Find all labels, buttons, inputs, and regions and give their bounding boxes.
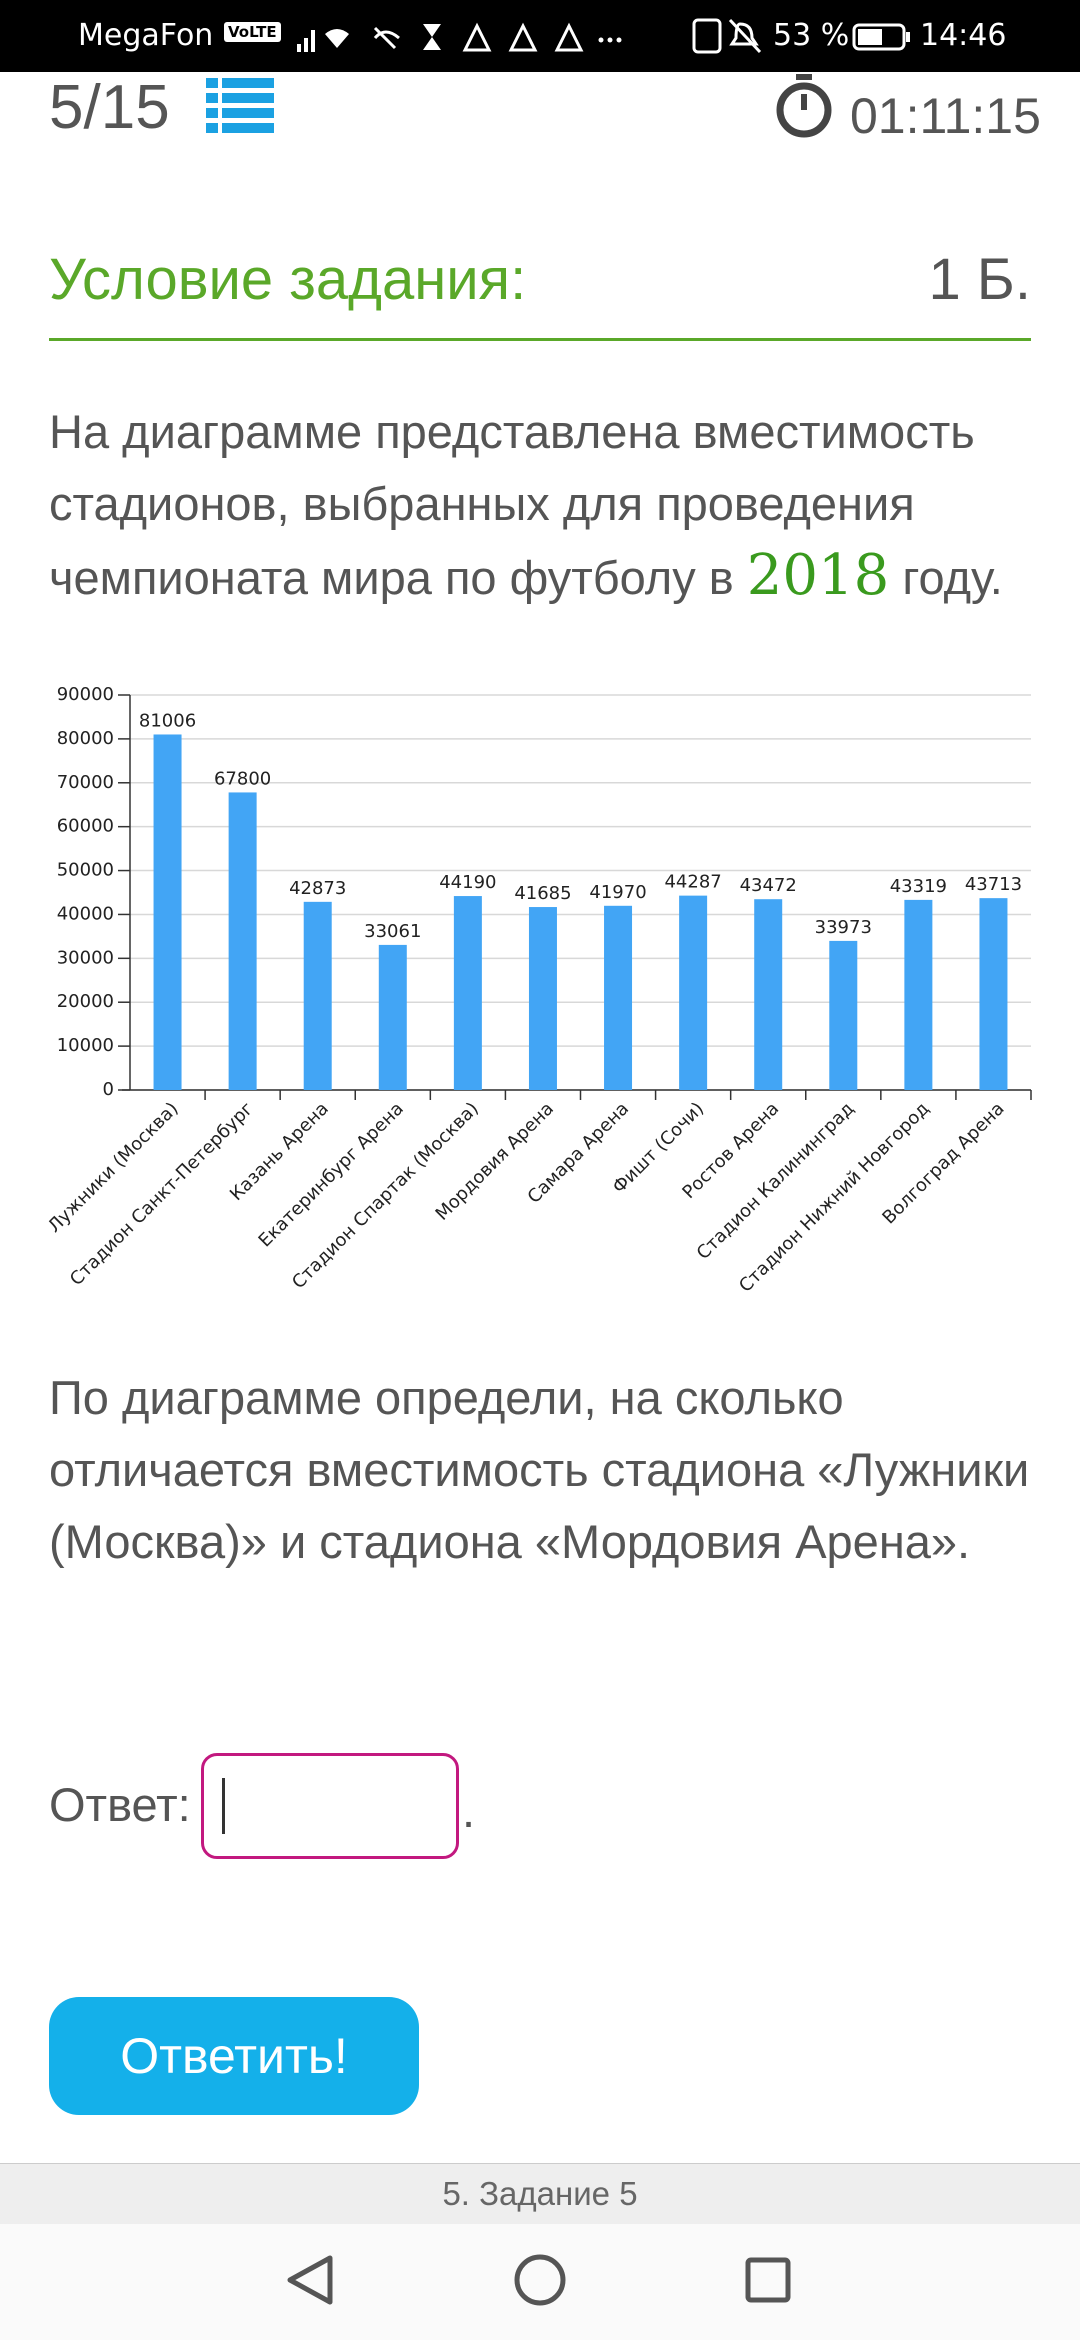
bar <box>754 899 783 1090</box>
footer: 5. Задание 5 <box>0 2163 1080 2224</box>
bar <box>679 895 708 1090</box>
x-tick-label: Стадион Калининград <box>693 1098 859 1264</box>
divider <box>49 338 1031 341</box>
clock: 14:46 <box>920 18 1007 53</box>
bar <box>453 896 482 1090</box>
bar <box>979 898 1008 1090</box>
home-button[interactable] <box>514 2254 566 2306</box>
x-tick-label: Екатеринбург Арена <box>255 1098 408 1251</box>
bar <box>528 907 557 1090</box>
answer-suffix: . <box>462 1784 476 1837</box>
battery-icon <box>852 23 910 51</box>
back-button[interactable] <box>287 2255 333 2305</box>
y-tick-label: 30000 <box>57 947 114 968</box>
y-tick-label: 60000 <box>57 816 114 837</box>
carrier: MegaFon <box>78 18 214 53</box>
status-bar: MegaFon VoLTE 53 % 14:46 <box>0 0 1080 72</box>
y-tick-label: 50000 <box>57 860 114 881</box>
value-label: 81006 <box>139 710 196 731</box>
y-tick-label: 20000 <box>57 991 114 1012</box>
recents-button[interactable] <box>745 2257 791 2303</box>
intro-text: На диаграмме представлена вместимость ст… <box>49 405 975 604</box>
value-label: 41685 <box>514 883 571 904</box>
value-label: 43472 <box>740 875 797 896</box>
bar <box>303 901 332 1090</box>
task-title: Условие задания: <box>49 247 527 312</box>
value-label: 41970 <box>589 882 646 903</box>
timer: 01:11:15 <box>850 88 1041 144</box>
bar <box>604 905 633 1090</box>
intro-text: году. <box>889 551 1003 604</box>
y-tick-label: 10000 <box>57 1035 114 1056</box>
value-label: 33973 <box>815 917 872 938</box>
y-tick-label: 40000 <box>57 903 114 924</box>
y-tick-label: 70000 <box>57 772 114 793</box>
chart: 0 10000 20000 30000 40000 50000 60000 70000 8000… <box>44 684 1032 1297</box>
y-tick-label: 90000 <box>57 684 114 705</box>
timer-icon <box>776 74 832 138</box>
value-label: 44190 <box>439 872 496 893</box>
value-label: 67800 <box>214 768 271 789</box>
year: 2018 <box>746 543 890 608</box>
bar <box>153 734 182 1090</box>
status-icons <box>297 22 622 52</box>
answer-input[interactable] <box>201 1753 459 1859</box>
cursor <box>222 1778 225 1834</box>
value-label: 43713 <box>965 874 1022 895</box>
bar <box>228 792 257 1090</box>
bar <box>829 940 858 1090</box>
intro: На диаграмме представлена вместимость ст… <box>49 396 1049 614</box>
y-tick-label: 80000 <box>57 728 114 749</box>
value-label: 43319 <box>890 876 947 897</box>
bar <box>904 899 933 1090</box>
status-icons-right <box>692 18 762 54</box>
list-icon[interactable] <box>206 78 274 134</box>
battery-level: 53 % <box>773 18 850 53</box>
answer-label: Ответ: <box>49 1778 191 1831</box>
progress: 5/15 <box>49 73 170 142</box>
nav-bar <box>0 2224 1080 2340</box>
submit-button[interactable]: Ответить! <box>49 1997 419 2115</box>
points: 1 Б. <box>928 247 1031 312</box>
volte-badge: VoLTE <box>224 22 281 42</box>
bar <box>378 944 407 1090</box>
value-label: 33061 <box>364 921 421 942</box>
question: По диаграмме определи, на сколько отлича… <box>49 1371 1030 1568</box>
y-tick-label: 0 <box>103 1079 114 1100</box>
x-tick-label: Лужники (Москва) <box>44 1098 183 1237</box>
value-label: 42873 <box>289 878 346 899</box>
value-label: 44287 <box>664 872 721 893</box>
